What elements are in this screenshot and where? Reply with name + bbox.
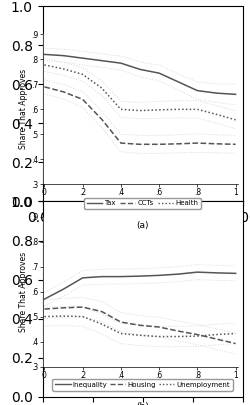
Legend: Inequality, Housing, Unemployment: Inequality, Housing, Unemployment xyxy=(52,379,233,390)
Text: (a): (a) xyxy=(136,221,149,230)
Legend: Tax, CCTs, Health: Tax, CCTs, Health xyxy=(84,198,201,209)
X-axis label: Strata (Low to High): Strata (Low to High) xyxy=(101,199,179,208)
Text: (b): (b) xyxy=(136,402,149,405)
Y-axis label: Share That Approves: Share That Approves xyxy=(19,252,28,332)
X-axis label: Strata (Low to High): Strata (Low to High) xyxy=(101,381,179,390)
Y-axis label: Share That Approves: Share That Approves xyxy=(19,69,28,149)
